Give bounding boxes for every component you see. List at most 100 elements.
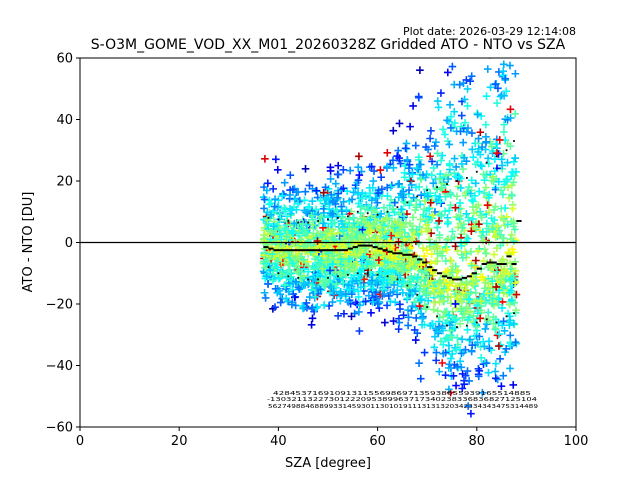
scatter-point [509, 178, 518, 187]
scatter-point [427, 126, 435, 135]
scatter-point [479, 237, 487, 245]
scatter-point [354, 163, 362, 171]
stddev-marker [406, 201, 409, 204]
scatter-point [445, 140, 454, 149]
scatter-point [311, 210, 319, 219]
scatter-point [368, 284, 377, 293]
scatter-point [491, 155, 499, 163]
scatter-point [448, 268, 457, 277]
stddev-marker [505, 315, 508, 318]
scatter-point [382, 214, 391, 223]
scatter-point [443, 116, 451, 125]
scatter-point [497, 204, 506, 213]
scatter-point [346, 166, 355, 175]
scatter-point [506, 114, 515, 122]
stddev-marker [366, 272, 369, 275]
scatter-point [407, 181, 416, 189]
scatter-point [372, 277, 381, 286]
stddev-marker [366, 212, 369, 215]
scatter-point [498, 161, 507, 170]
scatter-point [298, 257, 307, 266]
scatter-point [469, 153, 478, 161]
scatter-point [387, 261, 396, 270]
scatter-point [430, 298, 438, 307]
scatter-point [448, 227, 457, 236]
scatter-point [352, 276, 361, 285]
scatter-point [341, 263, 350, 272]
scatter-point [336, 297, 345, 305]
scatter-point [504, 183, 512, 191]
scatter-point [500, 216, 508, 225]
scatter-point [505, 300, 514, 309]
scatter-point [487, 142, 496, 151]
scatter-point [398, 289, 407, 297]
scatter-point [330, 218, 339, 227]
scatter-point [356, 203, 365, 211]
scatter-point [508, 204, 517, 213]
stddev-marker [485, 318, 488, 321]
scatter-point [492, 374, 500, 383]
scatter-point [485, 344, 494, 353]
scatter-point [438, 359, 447, 367]
scatter-point [260, 234, 268, 243]
scatter-point [491, 232, 500, 240]
scatter-point [506, 105, 515, 114]
scatter-point [500, 120, 508, 129]
scatter-point [329, 260, 337, 268]
stddev-marker [307, 278, 310, 281]
scatter-point [355, 308, 363, 316]
scatter-point [336, 288, 345, 296]
scatter-point [309, 265, 318, 273]
scatter-point [402, 219, 410, 227]
scatter-point [492, 283, 500, 291]
stddev-marker [426, 189, 429, 192]
x-tick-label: 60 [369, 434, 386, 449]
scatter-point [383, 183, 391, 192]
scatter-point [452, 346, 461, 354]
scatter-point [500, 92, 508, 100]
scatter-point [289, 290, 298, 298]
stddev-marker [406, 284, 409, 287]
scatter-point [500, 128, 508, 136]
scatter-point [350, 266, 358, 275]
scatter-point [263, 272, 271, 281]
scatter-point [476, 207, 484, 216]
stddev-marker [386, 210, 389, 213]
scatter-point [354, 176, 363, 184]
scatter-point [286, 191, 294, 199]
scatter-point [439, 326, 447, 335]
scatter-point [391, 254, 400, 263]
scatter-point [342, 206, 351, 214]
scatter-point [508, 168, 516, 176]
scatter-point [347, 273, 356, 282]
scatter-point [469, 280, 477, 289]
scatter-point [444, 267, 452, 275]
scatter-point [283, 231, 292, 240]
stddev-marker [376, 273, 379, 276]
scatter-point [364, 222, 373, 230]
scatter-point [305, 181, 314, 190]
scatter-point [290, 219, 299, 228]
scatter-point [386, 288, 395, 297]
scatter-point [482, 359, 491, 368]
scatter-point [411, 141, 420, 150]
scatter-point [357, 257, 366, 266]
scatter-point [441, 193, 450, 201]
scatter-point [372, 208, 380, 217]
scatter-point [437, 184, 446, 193]
y-tick-label: −60 [46, 421, 73, 436]
scatter-point [431, 191, 440, 200]
scatter-point [452, 163, 460, 171]
scatter-point [439, 125, 447, 134]
scatter-point [389, 222, 398, 231]
stddev-marker [297, 221, 300, 224]
stddev-marker [356, 272, 359, 275]
scatter-point [461, 118, 469, 127]
scatter-point [269, 185, 277, 193]
scatter-point [445, 385, 453, 394]
scatter-point [474, 247, 482, 255]
scatter-point [468, 145, 477, 154]
scatter-point [395, 119, 404, 128]
scatter-point [409, 213, 417, 222]
scatter-point [456, 319, 465, 328]
